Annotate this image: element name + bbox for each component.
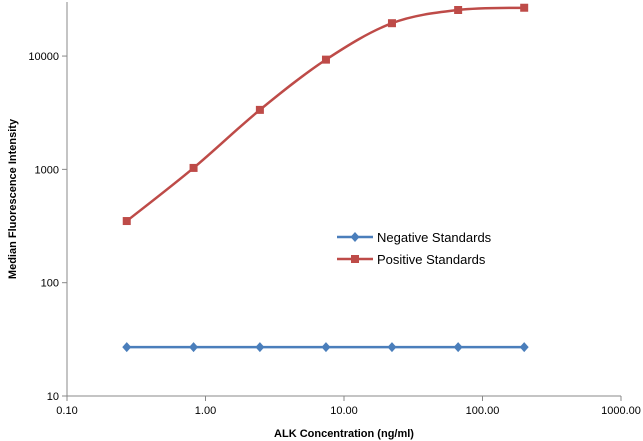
x-tick-label: 10.00 xyxy=(330,405,358,417)
legend-label: Negative Standards xyxy=(377,230,492,245)
y-axis-title: Median Fluorescence Intensity xyxy=(7,118,19,279)
data-point-negative-standards xyxy=(387,342,397,353)
data-point-negative-standards xyxy=(519,342,529,353)
y-tick-label: 100 xyxy=(41,278,59,290)
legend-swatch-marker xyxy=(350,232,360,242)
series-negative-standards xyxy=(122,342,529,353)
data-point-negative-standards xyxy=(122,342,132,353)
x-tick-label: 1.00 xyxy=(195,405,216,417)
y-tick-label: 10000 xyxy=(28,51,59,63)
series-positive-standards xyxy=(122,3,529,226)
x-axis-title: ALK Concentration (ng/ml) xyxy=(274,428,414,440)
data-point-negative-standards xyxy=(321,342,331,353)
series-group xyxy=(122,3,529,353)
legend-swatch-marker xyxy=(351,255,359,263)
data-point-negative-standards xyxy=(255,342,265,353)
data-point-positive-standards xyxy=(189,163,198,172)
data-point-positive-standards xyxy=(387,19,396,28)
x-tick-label: 1000.00 xyxy=(601,405,641,417)
data-point-positive-standards xyxy=(321,55,330,64)
y-tick-label: 10 xyxy=(47,391,59,403)
data-point-positive-standards xyxy=(454,5,463,14)
legend-item-negative-standards: Negative Standards xyxy=(337,230,492,245)
x-tick-label: 0.10 xyxy=(56,405,77,417)
x-tick-label: 100.00 xyxy=(466,405,500,417)
legend-label: Positive Standards xyxy=(377,252,486,267)
legend: Negative Standards Positive Standards xyxy=(337,230,492,267)
y-tick-label: 1000 xyxy=(35,164,59,176)
axes xyxy=(62,2,622,401)
tick-labels: 0.10 1.00 10.00 100.00 1000.00 10 100 1000 10000 xyxy=(28,51,640,417)
series-line-positive-standards xyxy=(125,6,525,223)
legend-item-positive-standards: Positive Standards xyxy=(337,252,486,267)
data-point-positive-standards xyxy=(255,105,264,114)
data-point-negative-standards xyxy=(453,342,463,353)
data-point-positive-standards xyxy=(122,217,131,226)
data-point-negative-standards xyxy=(189,342,199,353)
data-point-positive-standards xyxy=(520,3,529,12)
